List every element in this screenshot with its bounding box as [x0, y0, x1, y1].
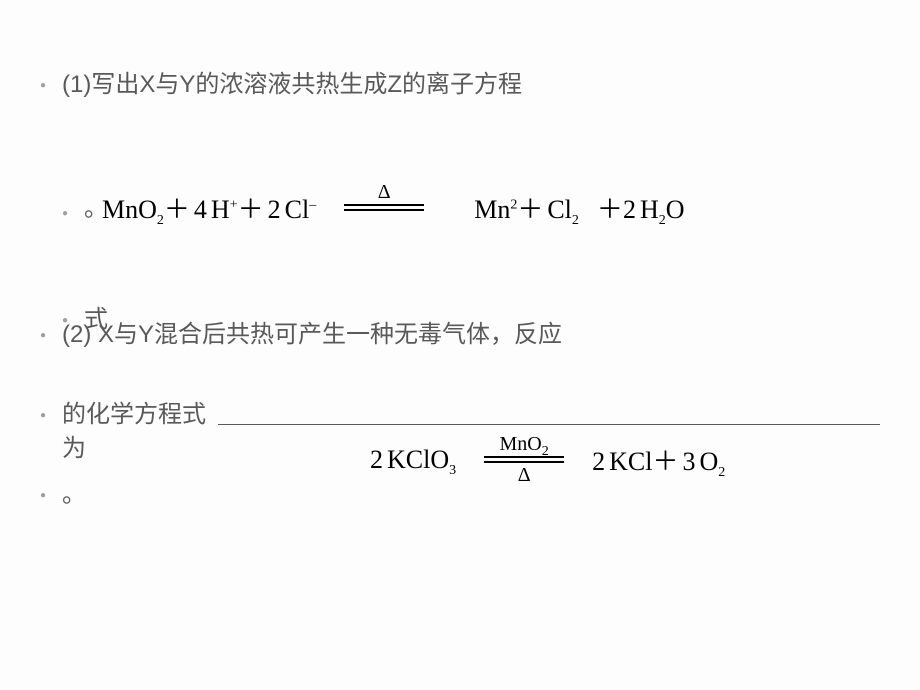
delta: Δ — [378, 182, 391, 202]
eq1-lhs: MnO2＋4H+＋2Cl– — [102, 189, 316, 226]
eq2-rhs: 2KCl＋3O2 — [592, 441, 725, 478]
q2-line1: (2) X与Y混合后共热可产生一种无毒气体，反应 — [62, 318, 562, 352]
t: ＋ — [164, 195, 190, 224]
t: ＋ — [597, 195, 623, 224]
q1-line1-row: ● (1)写出X与Y的浓溶液共热生成Z的离子方程 — [40, 68, 880, 102]
q2-line2: 的化学方程式为 — [62, 398, 216, 466]
slide: ● (1)写出X与Y的浓溶液共热生成Z的离子方程 ● 式 ● 。 MnO2＋4H… — [0, 0, 920, 690]
t: ＋ — [238, 195, 264, 224]
t: Mn — [474, 195, 510, 224]
bullet-icon: ● — [40, 322, 46, 350]
t: 2 — [370, 445, 383, 474]
t: H — [640, 195, 659, 224]
t: Cl — [547, 195, 572, 224]
bullet-icon: ● — [40, 482, 46, 510]
empty — [382, 213, 387, 233]
eq1-condition: Δ — [344, 182, 424, 233]
t: ＋ — [517, 195, 543, 224]
delta: Δ — [518, 465, 531, 485]
double-line-icon — [484, 456, 564, 463]
t: O — [699, 447, 718, 476]
q1-line1: (1)写出X与Y的浓溶液共热生成Z的离子方程 — [62, 68, 522, 102]
sub: 2 — [157, 213, 164, 228]
sub: 3 — [449, 463, 456, 478]
q1-line2a: 式 — [84, 303, 108, 337]
t: 2 — [268, 195, 281, 224]
sup: + — [230, 197, 238, 212]
bullet-icon: ● — [40, 72, 46, 100]
bullet-icon: ● — [40, 402, 46, 430]
eq2-condition: MnO2 Δ — [484, 434, 564, 485]
equation-1: MnO2＋4H+＋2Cl– Δ Mn2＋Cl2＋2H2O — [102, 182, 685, 233]
sub: 2 — [659, 213, 666, 228]
t: KClO — [387, 445, 449, 474]
t: H — [211, 195, 230, 224]
sub: 2 — [718, 465, 725, 480]
double-line-icon — [344, 204, 424, 211]
eq1-rhs: Mn2＋Cl2＋2H2O — [474, 189, 684, 226]
t: 3 — [682, 447, 695, 476]
q2-period: 。 — [62, 478, 86, 512]
t: O — [666, 195, 685, 224]
bullet-icon: ● — [62, 200, 68, 228]
t: MnO — [500, 433, 542, 455]
catalyst: MnO2 — [500, 434, 549, 454]
t: KCl — [609, 447, 652, 476]
t: 2 — [623, 195, 636, 224]
t: MnO — [102, 195, 157, 224]
sup: – — [309, 197, 316, 212]
equation-2: 2KClO3 MnO2 Δ 2KCl＋3O2 — [370, 434, 725, 485]
t: 2 — [592, 447, 605, 476]
eq2-lhs: 2KClO3 — [370, 445, 456, 475]
answer-underline — [218, 398, 880, 425]
t: 4 — [194, 195, 207, 224]
t: ＋ — [652, 447, 678, 476]
sub: 2 — [572, 213, 579, 228]
t: Cl — [285, 195, 310, 224]
bullet-icon: ● — [62, 307, 68, 335]
q2-line1-row: ● (2) X与Y混合后共热可产生一种无毒气体，反应 — [40, 318, 880, 352]
